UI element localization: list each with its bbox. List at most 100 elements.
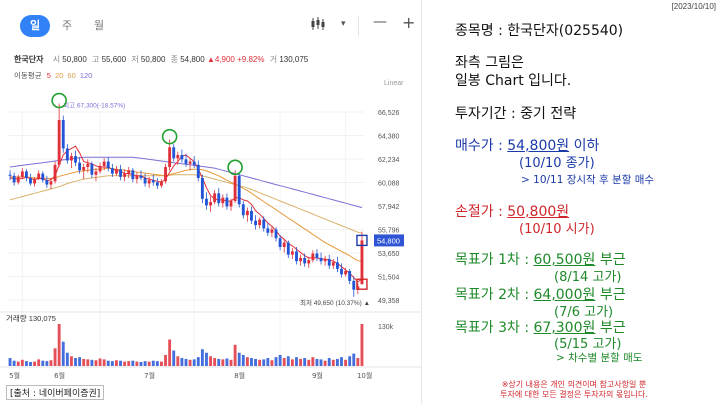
candle-body xyxy=(327,259,331,266)
volume-bar xyxy=(180,358,184,366)
volume-bar xyxy=(250,358,253,366)
volume-bar xyxy=(278,354,282,366)
chevron-down-icon[interactable]: ▾ xyxy=(341,19,346,29)
candle-body xyxy=(49,181,53,185)
volume-bar xyxy=(12,360,16,366)
analysis-panel: [2023/10/10] 종목명 : 한국단자(025540) 좌측 그림은 일… xyxy=(422,0,720,404)
ma20-line xyxy=(10,167,363,262)
volume-bar xyxy=(168,339,172,366)
candle-body xyxy=(262,219,266,229)
tab-month[interactable]: 월 xyxy=(93,19,105,32)
month-label: 9월 xyxy=(312,371,323,380)
volume-bar xyxy=(16,361,20,366)
chart-panel: 일 주 월 ▾ — + 한국단자 시 50,800 고 55,600 저 50,… xyxy=(0,0,422,404)
price-axis-label: 51,504 xyxy=(378,275,400,282)
disclaimer: ※상기 내용은 개인 의견이며 참고사항일 뿐 투자에 대한 모든 결정은 투자… xyxy=(464,380,684,400)
tab-week[interactable]: 주 xyxy=(61,19,73,32)
ma60-label: 60 xyxy=(67,71,76,80)
ma5-label: 5 xyxy=(46,71,51,80)
candle-body xyxy=(102,161,106,166)
candle-body xyxy=(135,175,139,180)
volume-bar xyxy=(164,354,167,366)
candle-body xyxy=(155,182,159,186)
target-3-label: 목표가 3차 : xyxy=(455,320,534,336)
stock-name-line: 종목명 : 한국단자(025540) xyxy=(455,23,624,39)
volume-bar xyxy=(348,356,352,366)
target-3-line: 목표가 3차 : 67,300원 부근 xyxy=(455,317,626,337)
target-2-label: 목표가 2차 : xyxy=(455,287,534,303)
candle-body xyxy=(344,271,348,275)
volume-bar xyxy=(110,361,114,366)
volume-bar xyxy=(266,358,270,366)
scale-toggle[interactable]: Linear xyxy=(384,80,404,87)
buy-price-line: 매수가 : 54,800원 이하 xyxy=(455,135,599,155)
volume-bar xyxy=(160,361,163,366)
stock-info-bar: 한국단자 시 50,800 고 55,600 저 50,800 종 54,800… xyxy=(14,54,308,65)
volume-bar xyxy=(319,359,323,366)
candle-body xyxy=(16,176,20,183)
zoom-in-button[interactable]: + xyxy=(402,13,416,32)
volume-bar xyxy=(61,341,65,366)
volume-bar xyxy=(311,357,315,366)
candle-body xyxy=(315,253,319,258)
target-2-note: (7/6 고가) xyxy=(554,305,614,320)
volume-bar xyxy=(274,357,278,366)
volume-bar xyxy=(106,360,110,366)
candlestick-icon[interactable] xyxy=(310,17,326,35)
report-date: [2023/10/10] xyxy=(671,2,716,11)
candle-body xyxy=(82,167,86,171)
description-line-2: 일봉 Chart 입니다. xyxy=(455,73,572,89)
volume-bar xyxy=(209,356,212,366)
candle-body xyxy=(57,119,61,165)
volume-value: 130,075 xyxy=(279,55,309,64)
zoom-out-button[interactable]: — xyxy=(373,14,387,30)
price-axis-label: 62,234 xyxy=(378,157,400,164)
month-label: 7월 xyxy=(144,371,155,380)
buy-price-note: (10/10 종가) xyxy=(519,156,595,171)
candle-body xyxy=(127,170,131,174)
candle-body xyxy=(205,198,208,206)
candle-body xyxy=(311,253,315,261)
volume-bar xyxy=(344,359,348,366)
volume-bar xyxy=(57,324,61,366)
volume-bar xyxy=(90,359,94,366)
volume-bar xyxy=(200,349,204,366)
month-label: 6월 xyxy=(54,371,65,380)
candle-body xyxy=(299,257,303,262)
tab-day[interactable]: 일 xyxy=(20,15,50,37)
volume-bar xyxy=(94,360,98,366)
candle-body xyxy=(143,177,147,184)
volume-bar xyxy=(356,358,360,366)
low-annotation: 최저 49,650 (10.37%) ▲ xyxy=(300,298,370,307)
candle-body xyxy=(303,257,307,264)
target-3-suffix: 부근 xyxy=(595,320,626,336)
highlight-circle xyxy=(227,159,243,176)
candlestick-chart[interactable]: 66,526 64,380 62,234 60,088 57,942 55,796 53,6… xyxy=(0,88,422,384)
volume-bar xyxy=(237,352,241,366)
change-value: ▲4,900 xyxy=(206,55,235,64)
volume-bar xyxy=(360,324,364,366)
price-axis-label: 49,358 xyxy=(378,298,400,305)
volume-bar xyxy=(69,356,73,366)
volume-bar xyxy=(262,359,266,366)
ma-legend-label: 이동평균 xyxy=(14,71,42,80)
candle-body xyxy=(74,156,77,163)
candle-body xyxy=(335,262,339,269)
candle-body xyxy=(20,171,24,177)
candle-body xyxy=(221,197,225,204)
candle-body xyxy=(225,197,229,207)
low-label: 저 xyxy=(131,55,139,64)
candle-body xyxy=(12,175,16,183)
volume-bar xyxy=(143,361,147,366)
candle-body xyxy=(348,271,352,281)
volume-bar xyxy=(172,350,176,366)
volume-bar xyxy=(327,358,331,366)
volume-bar xyxy=(290,359,294,366)
candle-body xyxy=(65,148,69,161)
volume-bar xyxy=(29,362,32,366)
ma-legend[interactable]: 이동평균 5 20 60 120 xyxy=(14,70,92,81)
candle-body xyxy=(69,156,73,161)
month-label: 5월 xyxy=(9,371,20,380)
disclaimer-line-1: ※상기 내용은 개인 의견이며 참고사항일 뿐 xyxy=(501,380,647,389)
open-label: 시 xyxy=(52,55,61,64)
